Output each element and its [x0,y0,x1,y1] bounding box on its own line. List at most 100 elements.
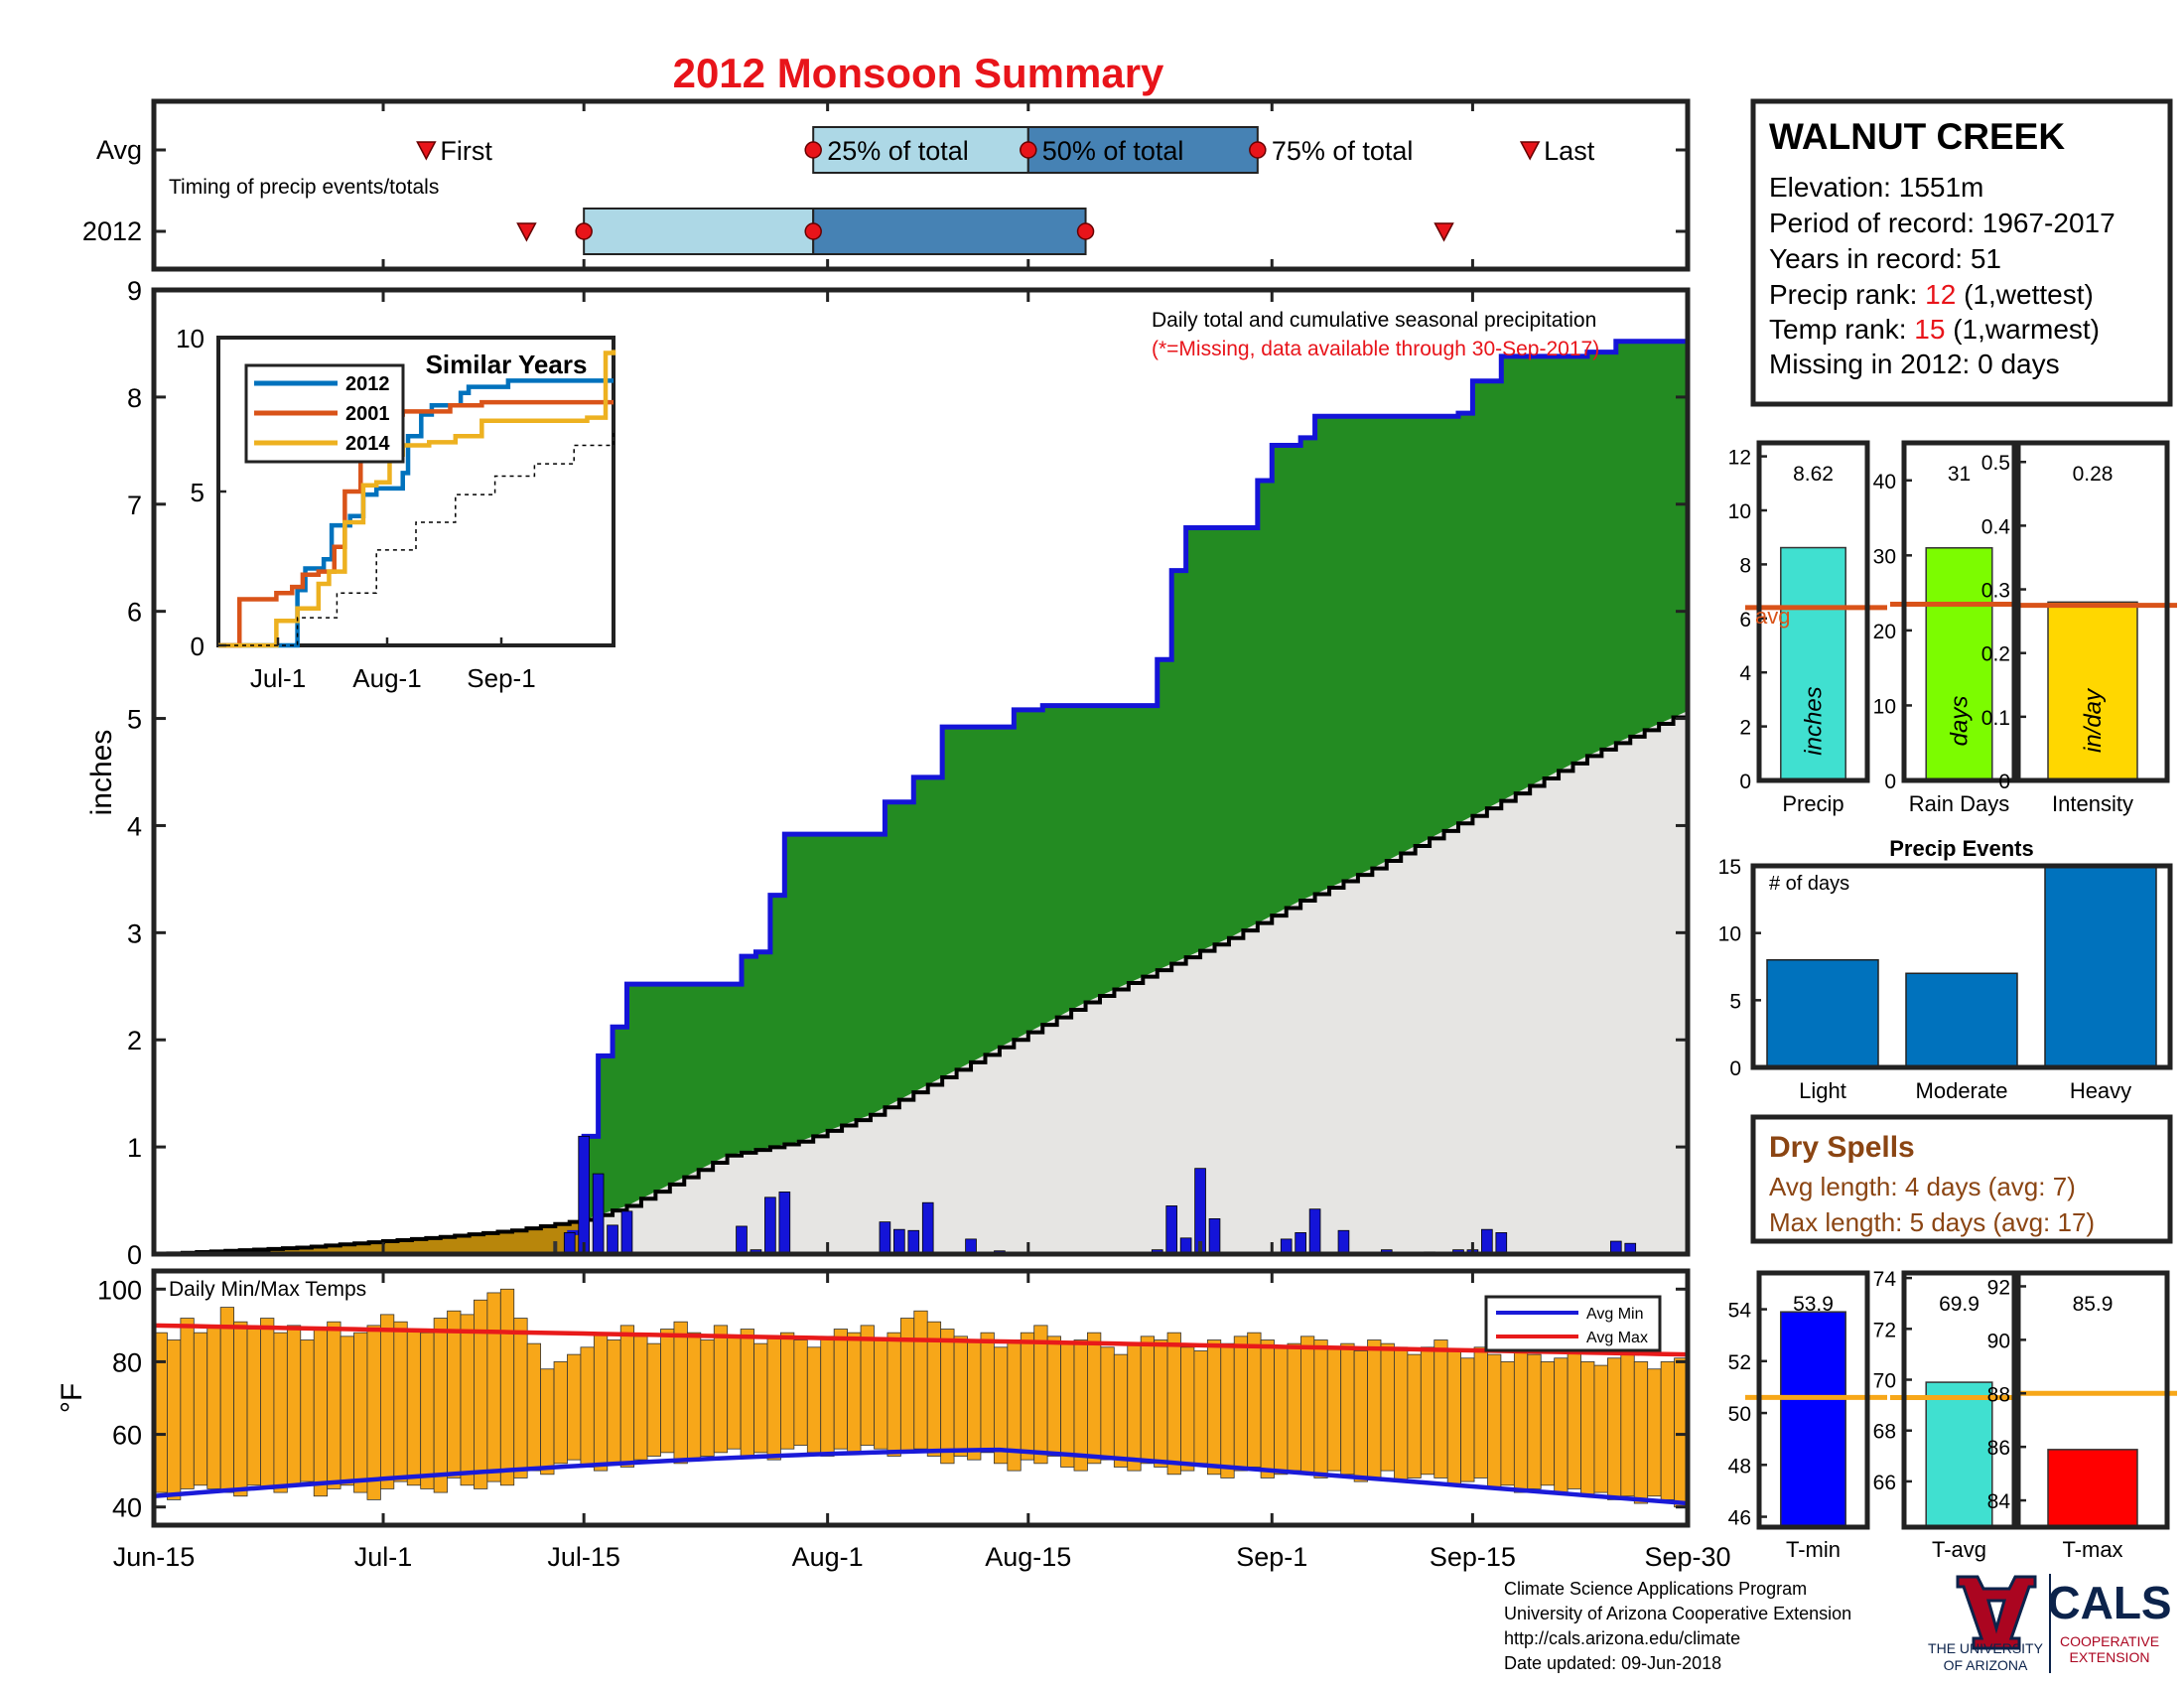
daily-temp-bar [180,1318,195,1489]
iqr-lower-box [583,208,815,255]
daily-temp-bar [1580,1361,1595,1497]
daily-precip-bar [778,1192,791,1255]
gauge-bar [1925,547,1993,781]
daily-temp-bar [1247,1332,1262,1468]
gauge-tick-label: 0.4 [1981,515,2011,538]
events-annotation: # of days [1769,873,1849,895]
daily-temp-bar [700,1339,715,1457]
daily-temp-bar [993,1346,1009,1465]
daily-temp-bar [1313,1339,1328,1478]
daily-temp-bar [1380,1342,1395,1472]
event-tick-label: 0 [1729,1057,1741,1080]
iqr-lower-box [812,126,1029,174]
percentile-marker [1020,141,1037,159]
daily-temp-bar [1046,1336,1061,1457]
cals-logo-text: CALS [2047,1577,2171,1628]
p25-label: 25% of total [827,136,969,166]
event-bar [1905,972,2018,1068]
daily-temp-bar [806,1346,822,1454]
inset-x-tick-label: Sep-1 [467,663,535,693]
daily-temp-bar [1087,1332,1102,1465]
daily-temp-bar [379,1314,395,1489]
cals-sub-2: EXTENSION [2070,1649,2150,1665]
daily-temp-bar [300,1339,315,1482]
daily-temp-bar [980,1332,995,1454]
daily-temp-bar [393,1321,408,1482]
daily-temp-bar [1500,1361,1515,1486]
percentile-marker [1076,222,1095,240]
x-tick-label: Aug-15 [985,1542,1071,1572]
footer-line-2: University of Arizona Cooperative Extens… [1504,1604,1851,1623]
temp-y-tick-label: 100 [97,1275,142,1305]
daily-temp-bar [1299,1336,1315,1476]
daily-precip-bar [907,1229,920,1255]
daily-temp-bar [833,1329,849,1450]
daily-temp-bar [660,1329,675,1454]
gauge-tick-label: 0.2 [1981,643,2010,666]
gauge-category-label: T-min [1786,1537,1841,1562]
daily-temp-bar [366,1325,381,1500]
gauge-bar-text: inches [1801,686,1828,755]
daily-temp-bar [1166,1332,1181,1476]
daily-temp-bar [1527,1353,1542,1489]
gauge-tick-label: 0.3 [1981,580,2010,603]
daily-temp-bar [1260,1339,1275,1478]
daily-temp-bar [686,1332,702,1461]
percentile-marker [804,222,822,240]
percentile-marker [804,141,822,159]
inset-x-tick-label: Jul-1 [250,663,306,693]
station-name: WALNUT CREEK [1769,116,2065,157]
y-tick-label: 6 [127,598,142,628]
daily-precip-bar [607,1224,618,1255]
gauge-category-label: Rain Days [1909,791,2009,816]
daily-temp-bar [874,1339,888,1450]
daily-temp-bar [1567,1350,1581,1489]
precip_gauge: 0 2 4 6 8 10 12 8.62 inches Precip avg [1728,440,1887,816]
ua-logo-line2: OF ARIZONA [1944,1657,2028,1673]
daily-temp-bar [167,1339,182,1500]
x-tick-label: Aug-1 [792,1542,864,1572]
gauge-tick-label: 50 [1728,1403,1751,1426]
gauge-frame [1756,440,1870,783]
events-frame [1750,863,2173,1070]
gauge-tick-label: 92 [1987,1276,2010,1299]
first-label: First [440,136,492,166]
gauge-category-label: T-max [2062,1537,2122,1562]
daily-temp-bar [753,1342,768,1454]
figure-title: 2012 Monsoon Summary [673,50,1164,96]
daily-precip-bar [1308,1208,1321,1255]
daily-temp-bar [526,1342,542,1472]
avg-max-line [153,1323,1689,1357]
daily-temp-bar [727,1336,742,1450]
footer-line-3: http://cals.arizona.edu/climate [1504,1628,1740,1648]
gauge-tick-label: 0.1 [1981,707,2010,730]
daily-temp-bar [1220,1342,1235,1478]
daily-temp-bar [820,1336,835,1457]
gauge-tick-label: 52 [1728,1351,1751,1374]
daily-temp-bar [1140,1336,1156,1465]
gauge-tick-label: 54 [1728,1300,1752,1323]
raindays_gauge: 0 10 20 30 40 31 days Rain Days [1873,440,2034,816]
daily-temp-bar [1073,1339,1088,1472]
tmin_gauge: 46 48 50 52 54 53.9 T-min [1728,1270,1887,1562]
gauge-tick-label: 0 [1739,771,1751,793]
daily-temp-bar [420,1332,435,1489]
gauge-frame [1756,1270,1870,1530]
daily-temp-bar [1353,1350,1368,1482]
inset-y-tick-label: 10 [176,324,205,353]
gauge-value-label: 31 [1948,463,1971,486]
dry-spells-avg-length: Avg length: 4 days (avg: 7) [1769,1172,2076,1201]
gauge-tick-label: 74 [1873,1268,1897,1291]
daily-temp-bar [1487,1353,1502,1489]
daily-temp-bar [1620,1353,1635,1497]
y-axis-label: inches [85,730,118,816]
first-last-marker [416,141,437,161]
daily-temp-bar [1020,1332,1035,1461]
y-tick-label: 0 [127,1240,142,1270]
daily-temp-bar [460,1314,475,1486]
x-tick-label: Jul-15 [547,1542,620,1572]
daily-temp-bar [633,1336,648,1461]
gauge-bar [2047,601,2138,781]
daily-temp-bar [1660,1361,1675,1500]
station-info-box: WALNUT CREEK Elevation: 1551m Period of … [1750,98,2173,407]
